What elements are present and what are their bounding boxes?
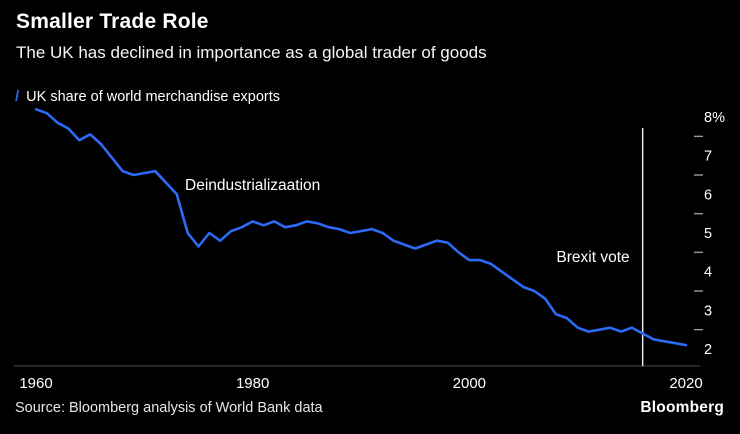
x-axis: 1960 1980 2000 2020 — [14, 365, 703, 392]
legend-slash-icon: / — [15, 88, 20, 105]
y-tick-label: 6 — [704, 187, 712, 203]
annotation-brexit-vote: Brexit vote — [556, 249, 629, 266]
page-subtitle: The UK has declined in importance as a g… — [16, 43, 487, 62]
legend: / UK share of world merchandise exports — [15, 88, 280, 105]
y-tick-label: 3 — [704, 303, 712, 319]
x-tick-label: 2020 — [669, 375, 702, 392]
y-tick-label: 8% — [704, 110, 725, 126]
source-text: Source: Bloomberg analysis of World Bank… — [15, 400, 323, 416]
uk-share-line — [34, 108, 688, 347]
x-tick-label: 1980 — [236, 375, 269, 392]
legend-label: UK share of world merchandise exports — [26, 88, 281, 105]
annotation-deindustrialization: Deindustrializaation — [185, 177, 320, 194]
page-title: Smaller Trade Role — [16, 10, 209, 33]
y-tick-label: 5 — [704, 226, 712, 242]
x-tick-label: 2000 — [453, 375, 486, 392]
y-axis: 8% 7 6 5 4 3 2 — [694, 110, 725, 358]
y-tick-label: 4 — [704, 265, 712, 281]
y-tick-label: 2 — [704, 342, 712, 358]
x-tick-label: 1960 — [19, 375, 52, 392]
bloomberg-logo: Bloomberg — [640, 399, 724, 416]
y-tick-label: 7 — [704, 149, 712, 165]
